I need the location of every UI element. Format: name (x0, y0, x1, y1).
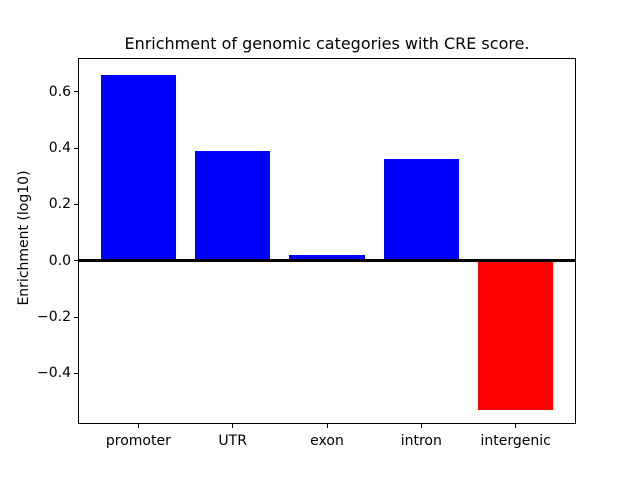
bar-UTR (194, 150, 271, 261)
plot-area (78, 58, 576, 424)
y-tick-label: −0.2 (37, 309, 71, 325)
x-tick-label-promoter: promoter (105, 433, 171, 449)
y-tick-label: 0.6 (48, 83, 71, 100)
x-tick-label-UTR: UTR (218, 433, 247, 449)
x-tick-mark (420, 424, 422, 428)
x-tick-label-intergenic: intergenic (480, 433, 551, 449)
y-tick-label: 0.2 (48, 196, 71, 213)
y-tick-mark (74, 91, 78, 93)
bar-intergenic (477, 260, 554, 410)
y-tick-mark (74, 372, 78, 374)
x-tick-mark (326, 424, 328, 428)
bar-exon (289, 255, 365, 261)
y-tick-label: 0.0 (48, 252, 71, 269)
x-tick-label-exon: exon (310, 433, 344, 449)
y-tick-mark (74, 147, 78, 149)
x-tick-mark (232, 424, 234, 428)
zero-line (79, 259, 575, 263)
chart-title: Enrichment of genomic categories with CR… (124, 34, 530, 53)
y-tick-mark (74, 316, 78, 318)
bar-intron (383, 159, 460, 261)
x-tick-label-intron: intron (400, 433, 442, 449)
x-tick-mark (515, 424, 517, 428)
y-tick-label: 0.4 (48, 140, 71, 157)
y-tick-label: −0.4 (37, 365, 71, 382)
bar-promoter (100, 74, 177, 261)
y-tick-mark (74, 203, 78, 205)
y-tick-mark (74, 260, 78, 262)
x-tick-mark (137, 424, 139, 428)
y-axis-label: Enrichment (log10) (16, 170, 32, 306)
